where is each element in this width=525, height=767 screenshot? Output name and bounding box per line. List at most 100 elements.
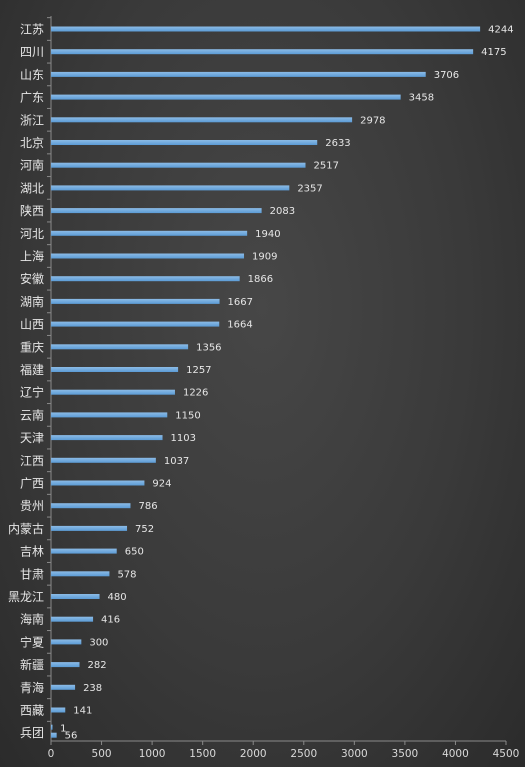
data-label: 2633 [325, 138, 350, 149]
bar [51, 594, 100, 599]
data-label: 238 [83, 683, 102, 694]
bar [51, 298, 220, 304]
bar [51, 117, 353, 123]
category-label: 福建 [20, 362, 44, 377]
category-label: 重庆 [20, 340, 44, 354]
bar [51, 571, 110, 577]
data-label: 1940 [255, 229, 280, 240]
bar [51, 321, 220, 327]
category-label: 湖南 [20, 294, 44, 309]
bar [51, 49, 474, 55]
data-label: 650 [125, 547, 144, 558]
data-label: 1103 [171, 433, 196, 444]
data-label: 1226 [183, 388, 208, 399]
bar [51, 732, 57, 738]
category-label: 贵州 [20, 499, 44, 513]
category-label: 广西 [20, 477, 44, 491]
category-label: 广东 [20, 91, 44, 105]
data-label: 300 [89, 637, 108, 648]
x-tick-label: 4000 [442, 748, 469, 760]
bar [51, 548, 117, 554]
category-label: 甘肃 [20, 567, 44, 581]
data-label: 2357 [297, 183, 322, 194]
bar [51, 639, 82, 645]
data-label: 1664 [227, 320, 252, 331]
data-label: 1356 [196, 342, 221, 353]
x-tick-label: 0 [48, 748, 55, 760]
bar [51, 457, 156, 463]
x-tick-label: 1500 [189, 748, 216, 760]
data-label: 141 [73, 706, 92, 717]
bar [51, 230, 248, 236]
category-label: 浙江 [20, 113, 44, 127]
bar [51, 662, 80, 668]
x-tick-label: 3000 [341, 748, 368, 760]
data-label: 924 [152, 479, 171, 490]
data-label: 1037 [164, 456, 189, 467]
bar [51, 616, 94, 622]
category-label: 山东 [20, 68, 44, 82]
category-label: 上海 [20, 249, 44, 264]
bar [51, 503, 131, 509]
category-label: 海南 [20, 612, 44, 627]
bar [51, 185, 290, 191]
category-label: 河南 [20, 158, 44, 173]
bar [51, 435, 163, 441]
data-label: 786 [138, 501, 157, 512]
bar-secondary [51, 724, 53, 730]
category-label: 青海 [20, 680, 44, 695]
data-label: 2083 [270, 206, 295, 217]
data-label: 1257 [186, 365, 211, 376]
category-label: 新疆 [20, 657, 44, 672]
category-label: 江苏 [20, 23, 44, 37]
x-tick-label: 2000 [240, 748, 267, 760]
data-label: 1150 [175, 410, 200, 421]
category-label: 北京 [20, 136, 44, 150]
data-label: 2517 [313, 161, 338, 172]
data-label: 752 [135, 524, 154, 535]
category-label: 宁夏 [20, 634, 44, 649]
category-label: 辽宁 [20, 385, 44, 400]
data-label: 282 [88, 660, 107, 671]
x-tick-label: 500 [92, 748, 112, 760]
data-label: 1866 [248, 274, 273, 285]
data-label: 56 [65, 731, 78, 742]
data-label: 1 [60, 724, 66, 735]
x-tick-label: 2500 [290, 748, 317, 760]
category-label: 黑龙江 [8, 590, 44, 604]
data-label: 2978 [360, 115, 385, 126]
data-label: 480 [108, 592, 127, 603]
bar [51, 253, 245, 259]
bar [51, 94, 401, 100]
category-label: 兵团 [20, 726, 44, 740]
bar [51, 208, 262, 214]
data-label: 1667 [228, 297, 253, 308]
data-label: 1909 [252, 252, 277, 263]
bar [51, 71, 426, 77]
data-label: 4175 [481, 47, 506, 58]
x-tick-label: 3500 [392, 748, 419, 760]
bar [51, 480, 145, 486]
category-label: 四川 [20, 45, 44, 59]
bar [51, 162, 306, 168]
x-tick-label: 1000 [139, 748, 166, 760]
data-label: 416 [101, 615, 120, 626]
category-label: 安徽 [20, 271, 44, 286]
category-label: 吉林 [20, 545, 44, 559]
category-label: 陕西 [20, 203, 44, 218]
bar [51, 344, 189, 350]
x-tick-label: 4500 [493, 748, 520, 760]
bar [51, 389, 175, 395]
bar [51, 140, 318, 145]
bar [51, 26, 481, 32]
category-label: 河北 [20, 227, 44, 241]
category-label: 天津 [20, 431, 44, 445]
category-label: 西藏 [20, 704, 44, 718]
bar [51, 367, 179, 372]
data-label: 3706 [434, 70, 459, 81]
category-label: 湖北 [20, 180, 44, 195]
data-label: 578 [117, 569, 136, 580]
category-label: 内蒙古 [8, 521, 44, 536]
category-label: 云南 [20, 407, 44, 422]
